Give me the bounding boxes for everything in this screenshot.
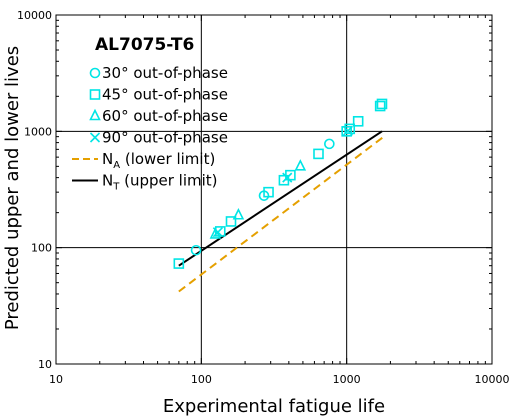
x-tick-label: 10	[49, 373, 63, 386]
legend-label: 30° out-of-phase	[102, 64, 228, 82]
square-marker	[374, 100, 386, 112]
square-marker	[225, 216, 237, 227]
y-tick-label: 10000	[17, 9, 52, 22]
triangle-marker	[294, 159, 307, 171]
chart-title: AL7075-T6	[95, 35, 194, 55]
circle-marker	[190, 244, 202, 256]
square-marker	[263, 186, 274, 198]
legend-label: 90° out-of-phase	[102, 129, 228, 147]
legend-label: 60° out-of-phase	[102, 107, 228, 125]
square-marker	[341, 126, 352, 137]
y-tick-label: 100	[31, 242, 52, 255]
lower-limit-line	[178, 135, 385, 293]
circle-marker	[324, 138, 335, 150]
axis-ticks	[55, 15, 492, 365]
data-markers	[173, 98, 388, 269]
legend-circle-symbol	[89, 67, 101, 79]
x-stroke	[89, 132, 101, 143]
x-stroke	[342, 125, 353, 136]
x-marker	[342, 125, 353, 136]
legend-label: NA (lower limit)	[102, 150, 215, 171]
x-marker	[212, 227, 223, 238]
square-marker	[352, 115, 364, 127]
triangle-marker	[232, 207, 245, 220]
plot-frame	[55, 14, 493, 365]
square-marker	[173, 258, 185, 269]
legend-label: 45° out-of-phase	[102, 86, 228, 104]
x-tick-label: 10000	[475, 373, 510, 386]
x-tick-label: 1000	[333, 373, 361, 386]
legend-x-symbol	[89, 132, 101, 143]
x-stroke	[212, 227, 223, 238]
x-marker	[282, 172, 293, 183]
upper-limit-line	[178, 130, 383, 267]
square-marker	[313, 148, 324, 160]
y-tick-label: 1000	[24, 125, 52, 138]
legend: 30° out-of-phase 45° out-of-phase 60° out-…	[72, 64, 228, 193]
limit-lines	[178, 130, 385, 293]
legend-triangle-symbol	[89, 108, 101, 121]
grid-lines	[56, 15, 492, 364]
x-stroke	[282, 172, 293, 183]
x-axis-label: Experimental fatigue life	[163, 396, 385, 417]
y-tick-label: 10	[38, 358, 52, 371]
tick-labels: 10 100 1000 10000 10 100 1000 10000	[17, 9, 510, 386]
legend-label: NT (upper limit)	[102, 172, 218, 193]
square-marker	[376, 98, 388, 110]
x-tick-label: 100	[191, 373, 212, 386]
legend-square-symbol	[89, 89, 101, 100]
y-axis-label: Predicted upper and lower lives	[2, 46, 23, 330]
